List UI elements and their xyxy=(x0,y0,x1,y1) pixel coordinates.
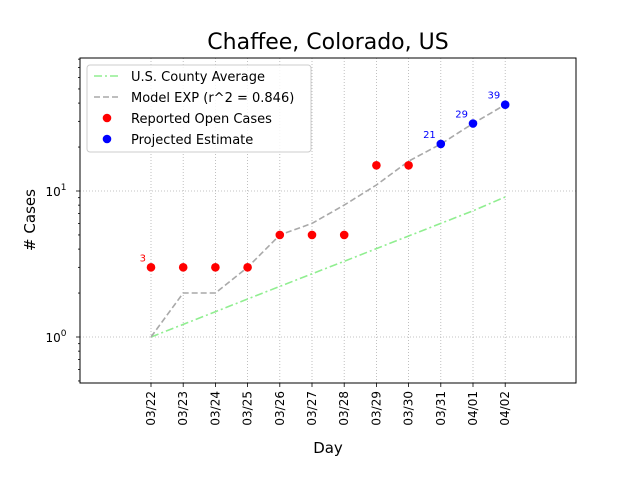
y-tick-base: 10 xyxy=(45,331,60,345)
data-point xyxy=(500,100,510,110)
data-point xyxy=(211,263,220,272)
legend-box xyxy=(86,64,312,153)
series-line-0 xyxy=(150,196,506,338)
x-tick-label: 03/22 xyxy=(144,391,158,426)
x-tick-label: 03/25 xyxy=(241,391,255,426)
data-point xyxy=(404,160,413,170)
legend-marker-swatch xyxy=(102,134,112,144)
data-point xyxy=(436,139,446,149)
x-tick-label: 03/31 xyxy=(434,391,448,426)
data-label: 39 xyxy=(487,91,500,102)
plot-series: 3 21 29 39 xyxy=(140,91,510,338)
series-line-1 xyxy=(150,104,506,338)
data-point xyxy=(372,160,381,170)
legend-label: Projected Estimate xyxy=(131,133,253,148)
chart-title: Chaffee, Colorado, US xyxy=(207,30,448,55)
x-tick-label: 03/30 xyxy=(402,391,416,426)
data-point xyxy=(468,119,478,128)
plot-frame xyxy=(79,57,577,384)
x-tick-label: 03/28 xyxy=(337,391,351,426)
y-tick-exponent: 1 xyxy=(61,183,67,193)
legend-label: Reported Open Cases xyxy=(131,112,272,127)
x-tick-label: 04/02 xyxy=(498,391,512,426)
legend: U.S. County Average Model EXP (r^2 = 0.84… xyxy=(86,64,312,153)
legend-label: U.S. County Average xyxy=(131,70,265,85)
data-point xyxy=(178,263,188,272)
data-label: 21 xyxy=(423,130,436,141)
x-tick-label: 03/27 xyxy=(305,391,319,426)
x-tick-label: 03/26 xyxy=(273,391,287,426)
x-axis-title: Day xyxy=(313,439,343,457)
x-tick-label: 03/29 xyxy=(369,391,383,426)
axis-ticks: 03/22 03/23 03/24 03/25 03/26 03/27 03/28 03/29… xyxy=(45,58,512,426)
legend-marker-swatch xyxy=(102,113,112,123)
data-point xyxy=(243,263,252,272)
x-tick-label: 04/01 xyxy=(466,391,480,426)
y-tick-exponent: 0 xyxy=(61,329,67,339)
y-tick-label: 101 xyxy=(45,183,66,199)
data-point xyxy=(146,263,156,272)
data-point xyxy=(339,230,349,240)
y-tick-label: 100 xyxy=(45,329,66,345)
data-point xyxy=(275,230,285,240)
y-tick-base: 10 xyxy=(45,185,60,199)
x-tick-label: 03/23 xyxy=(176,391,190,426)
legend-label: Model EXP (r^2 = 0.846) xyxy=(131,91,294,106)
data-point xyxy=(307,230,317,240)
data-label: 29 xyxy=(455,109,468,120)
data-label: 3 xyxy=(140,253,146,264)
x-tick-label: 03/24 xyxy=(208,391,222,426)
y-axis-title: # Cases xyxy=(21,189,39,251)
